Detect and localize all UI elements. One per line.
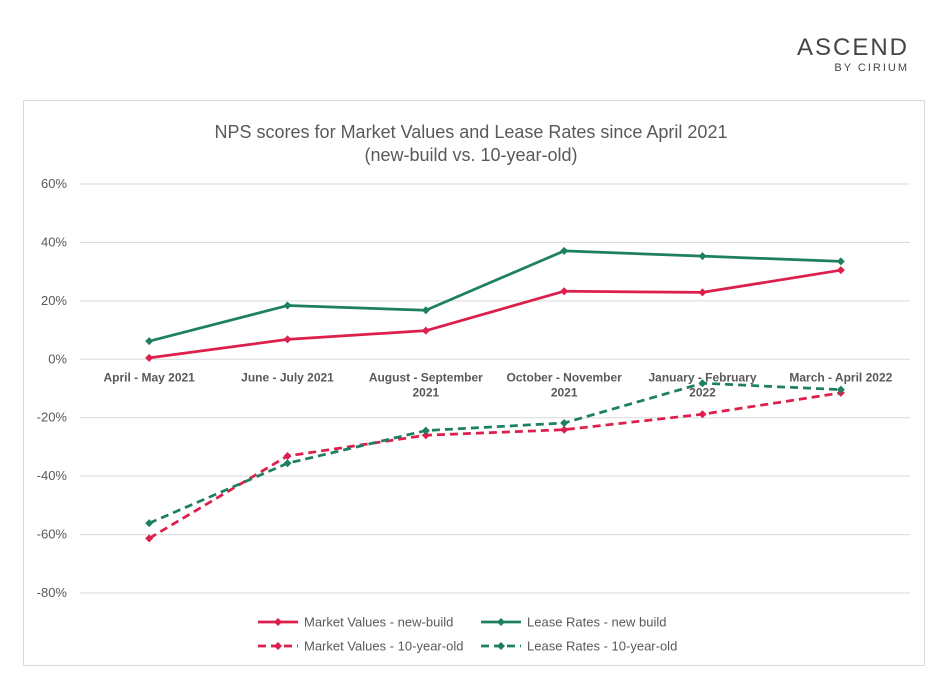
y-axis-ticks: 60% 40% 20% 0% -20% -40% -60% -80%	[37, 176, 68, 600]
x-category-label: March - April 2022	[789, 370, 892, 384]
data-point-marker	[421, 431, 430, 440]
data-point-marker	[560, 287, 569, 296]
data-point-marker	[283, 459, 292, 468]
x-category-label: 2021	[551, 385, 578, 399]
brand-logo: ASCEND BY CIRIUM	[797, 34, 909, 74]
series-lines	[145, 246, 845, 543]
y-tick-label: 40%	[41, 234, 67, 249]
x-category-label: June - July 2021	[241, 370, 334, 384]
data-point-marker	[283, 301, 292, 310]
chart-frame	[23, 100, 925, 666]
data-point-marker	[283, 451, 292, 460]
x-category-label: April - May 2021	[103, 370, 195, 384]
chart-title: NPS scores for Market Values and Lease R…	[215, 122, 728, 142]
x-category-label: October - November	[506, 370, 622, 384]
legend-marker	[497, 642, 505, 650]
data-point-marker	[698, 410, 707, 419]
data-point-marker	[836, 257, 845, 266]
data-point-marker	[283, 335, 292, 344]
y-tick-label: -20%	[37, 410, 68, 425]
series-line	[148, 268, 842, 360]
chart-subtitle: (new-build vs. 10-year-old)	[364, 145, 577, 165]
legend-label: Lease Rates - new build	[527, 615, 666, 630]
data-point-marker	[836, 385, 845, 394]
data-point-marker	[145, 353, 154, 362]
y-tick-label: -60%	[37, 527, 68, 542]
data-point-marker	[145, 534, 154, 543]
data-point-marker	[145, 519, 154, 528]
x-axis-categories: April - May 2021 June - July 2021 August -…	[103, 370, 892, 399]
x-category-label: August - September	[369, 370, 483, 384]
legend-label: Market Values - new-build	[304, 615, 453, 630]
legend: Market Values - new-build Lease Rates - n…	[258, 615, 677, 654]
y-tick-label: 0%	[48, 351, 67, 366]
data-point-marker	[421, 306, 430, 315]
y-tick-label: 20%	[41, 293, 67, 308]
legend-label: Lease Rates - 10-year-old	[527, 639, 677, 654]
legend-marker	[274, 642, 282, 650]
y-tick-label: -40%	[37, 468, 68, 483]
data-point-marker	[421, 326, 430, 335]
y-tick-label: 60%	[41, 176, 67, 191]
data-point-marker	[560, 418, 569, 427]
y-tick-label: -80%	[37, 585, 68, 600]
series-line	[148, 249, 841, 343]
gridlines	[80, 183, 910, 594]
x-category-label: January - February	[648, 370, 756, 384]
logo-wordmark: ASCEND	[796, 34, 909, 61]
x-category-label: 2021	[412, 385, 439, 399]
data-point-marker	[421, 426, 430, 435]
legend-marker	[274, 618, 282, 626]
data-point-marker	[560, 425, 569, 434]
legend-label: Market Values - 10-year-old	[304, 639, 463, 654]
series-line	[148, 391, 842, 540]
logo-subtitle: BY CIRIUM	[834, 62, 909, 74]
data-point-marker	[836, 266, 845, 275]
x-category-label: 2022	[689, 385, 716, 399]
data-point-marker	[145, 337, 154, 346]
data-point-marker	[698, 252, 707, 261]
data-point-marker	[698, 288, 707, 297]
data-point-marker	[560, 246, 569, 255]
legend-marker	[497, 618, 505, 626]
series-line	[148, 381, 841, 525]
data-point-marker	[698, 379, 707, 388]
